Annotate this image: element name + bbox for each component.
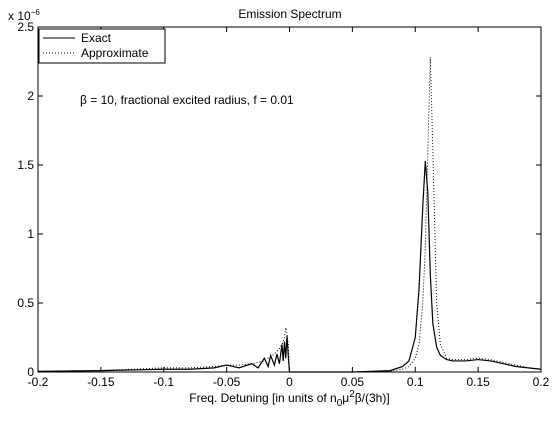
- x-tick-label: 0.15: [466, 375, 490, 389]
- x-axis-label-part: β/(3h)]: [355, 391, 390, 405]
- x-tick-label: 0.2: [533, 375, 550, 389]
- annotation: β = 10, fractional excited radius, f = 0…: [80, 93, 294, 107]
- chart-title: Emission Spectrum: [238, 7, 341, 21]
- x-tick-label: -0.15: [87, 375, 115, 389]
- y-tick-label: 1.5: [17, 158, 34, 172]
- x-axis-label: Freq. Detuning [in units of n0μ2β/(3h)]: [189, 389, 389, 409]
- y-tick-label: 2: [27, 89, 34, 103]
- x-axis-label-part: Freq. Detuning [in units of n: [189, 391, 336, 405]
- legend-box: [38, 28, 166, 64]
- x-tick-label: -0.05: [213, 375, 241, 389]
- x-tick-label: -0.1: [153, 375, 174, 389]
- x-tick-label: -0.2: [28, 375, 49, 389]
- x-tick-label: 0.1: [407, 375, 424, 389]
- series-line: [37, 57, 542, 373]
- y-tick-label: 0: [27, 365, 34, 379]
- x-axis-label-part: 2: [349, 389, 355, 400]
- x-axis-label-part: 0: [337, 398, 343, 409]
- y-multiplier-base: x 10: [8, 9, 31, 23]
- y-tick-label: 0.5: [17, 296, 34, 310]
- legend-label: Approximate: [81, 46, 149, 60]
- y-multiplier-exponent: −6: [31, 8, 41, 17]
- y-multiplier: x 10−6: [8, 8, 40, 23]
- legend-label: Exact: [81, 31, 112, 45]
- x-tick-label: 0: [286, 375, 293, 389]
- x-axis-label-part: μ: [342, 391, 349, 405]
- x-tick-label: 0.05: [341, 375, 365, 389]
- y-tick-label: 1: [27, 227, 34, 241]
- series-line: [37, 160, 542, 373]
- y-tick-label: 2.5: [17, 20, 34, 34]
